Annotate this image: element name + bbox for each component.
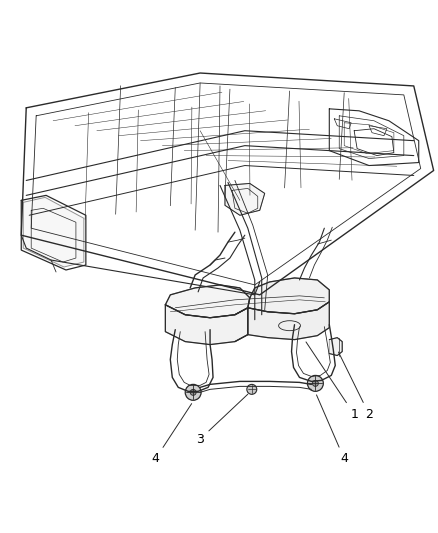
Polygon shape <box>165 285 249 318</box>
Polygon shape <box>328 337 342 356</box>
Circle shape <box>307 375 323 391</box>
Text: 3: 3 <box>196 394 247 446</box>
Text: 2: 2 <box>338 352 372 421</box>
Polygon shape <box>247 278 328 314</box>
Polygon shape <box>165 305 247 345</box>
Polygon shape <box>23 197 84 267</box>
Circle shape <box>190 389 196 395</box>
Circle shape <box>246 384 256 394</box>
Polygon shape <box>247 302 328 340</box>
Circle shape <box>185 384 201 400</box>
Text: 4: 4 <box>151 403 191 465</box>
Text: 4: 4 <box>316 395 347 465</box>
Circle shape <box>312 381 318 386</box>
Polygon shape <box>224 183 264 215</box>
Text: 1: 1 <box>305 342 357 421</box>
